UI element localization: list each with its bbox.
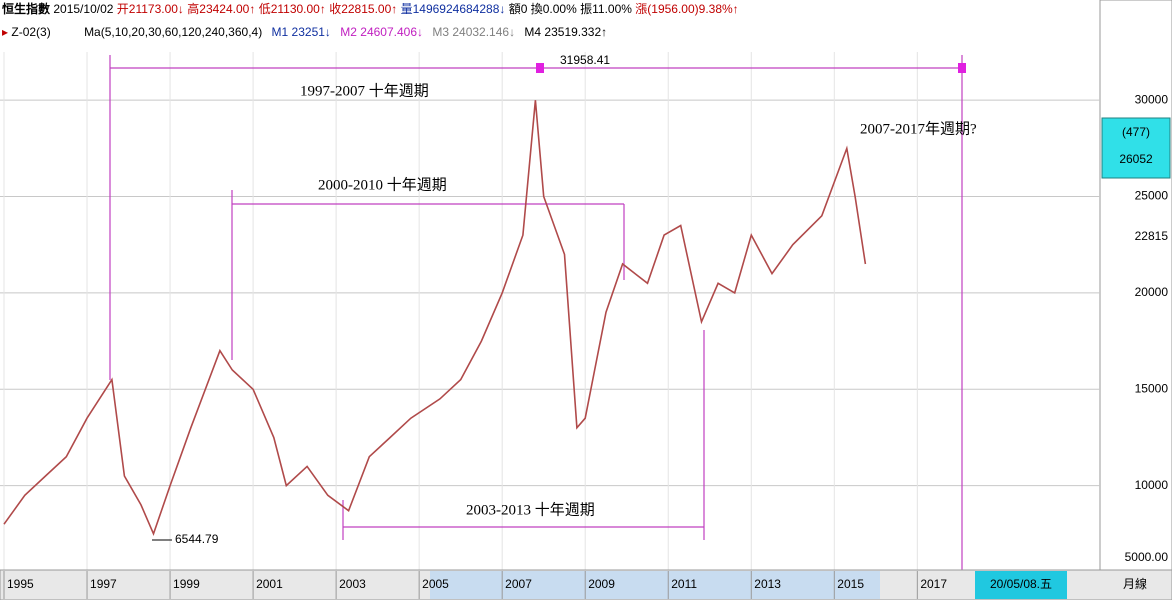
header-item: ▸	[2, 25, 8, 39]
x-tick-label: 2001	[256, 577, 283, 591]
cycle-lines	[109, 55, 966, 580]
y-tick-label: 5000.00	[1125, 550, 1169, 564]
x-tick-label: 2003	[339, 577, 366, 591]
x-tick-label: 2017	[920, 577, 947, 591]
y-tick-label: 20000	[1135, 285, 1169, 299]
annotation: 6544.79	[175, 532, 219, 546]
header-item: Z-02(3)	[11, 25, 50, 39]
header-item: 換0.00%	[531, 2, 577, 16]
box-label: 26052	[1119, 152, 1153, 166]
plot-layer	[3, 100, 867, 537]
x-axis: 1995 1997 1999 2001 2003 2005 2007 2009 2011 2013…	[3, 571, 947, 599]
annotation: 2003-2013 十年週期	[466, 501, 595, 518]
header-item: M3 24032.146↓	[432, 25, 515, 39]
annotation: 31958.41	[560, 53, 610, 67]
date-label: 20/05/08.五	[990, 577, 1052, 591]
x-tick-label: 2011	[671, 577, 697, 591]
last-price: 22815	[1135, 229, 1169, 243]
header-item: 低21130.00↑	[259, 2, 326, 16]
price-line	[3, 100, 867, 537]
x-tick-label: 2015	[837, 577, 864, 591]
y-tick-label: 15000	[1135, 381, 1169, 395]
annotation: 1997-2007 十年週期	[300, 82, 429, 99]
x-tick-label: 1999	[173, 577, 200, 591]
x-tick-label: 2009	[588, 577, 615, 591]
price-box	[1101, 117, 1171, 179]
x-tick-label: 2005	[422, 577, 449, 591]
x-tick-label: 2007	[505, 577, 532, 591]
header-item: 漲(1956.00)9.38%↑	[635, 2, 738, 16]
x-axis-highlight	[430, 571, 880, 599]
box-label: (477)	[1122, 125, 1150, 139]
x-tick-label: 1997	[90, 577, 117, 591]
header-item: 振11.00%	[580, 2, 632, 16]
y-tick-label: 30000	[1135, 92, 1169, 106]
header-item: 恒生指數	[2, 1, 50, 16]
period-label: 月線	[1123, 576, 1147, 591]
header-item: Ma(5,10,20,30,60,120,240,360,4)	[84, 25, 262, 39]
annotation: 2000-2010 十年週期	[318, 176, 447, 193]
header: 恒生指數 2015/10/02 开21173.00↓ 高23424.00↑ 低2…	[2, 1, 739, 16]
header-item: M1 23251↓	[272, 25, 331, 39]
header-item: 开21173.00↓	[117, 2, 184, 16]
date-box	[975, 571, 1067, 599]
header: ▸ Z-02(3) Ma(5,10,20,30,60,120,240,360,4…	[2, 25, 607, 39]
header-item: 額0	[509, 2, 528, 16]
y-tick-label: 25000	[1135, 189, 1169, 203]
header-item: M2 24607.406↓	[340, 25, 423, 39]
header-item: 2015/10/02	[53, 2, 113, 16]
x-tick-label: 2013	[754, 577, 781, 591]
marker	[536, 63, 544, 73]
x-tick-label: 1995	[7, 577, 34, 591]
y-tick-label: 10000	[1135, 478, 1169, 492]
header-item: M4 23519.332↑	[524, 25, 607, 39]
grid-layer	[0, 52, 1100, 583]
header-item: 量1496924684288↓	[401, 2, 506, 16]
right-panel	[1099, 0, 1172, 571]
marker	[958, 63, 966, 73]
annotation: 2007-2017年週期?	[860, 120, 977, 137]
header-item: 高23424.00↑	[187, 1, 255, 16]
header-item: 收22815.00↑	[329, 2, 397, 16]
